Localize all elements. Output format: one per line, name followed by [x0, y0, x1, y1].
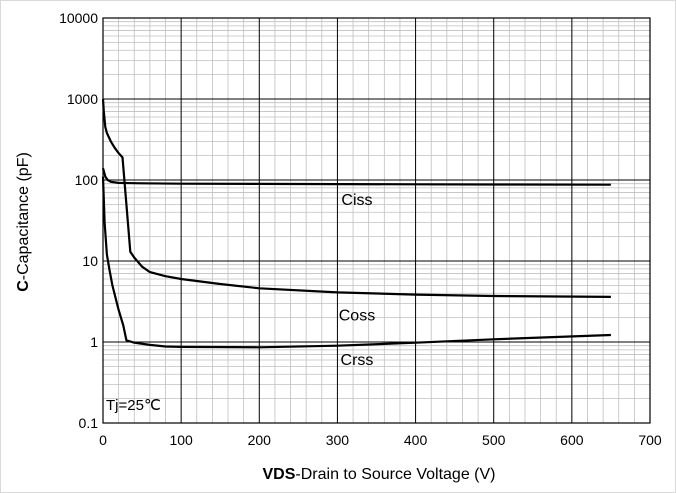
- y-tick-label: 10: [82, 253, 98, 269]
- x-tick-label: 500: [482, 432, 506, 448]
- x-tick-label: 0: [99, 432, 107, 448]
- x-tick-label: 400: [404, 432, 428, 448]
- series-label-coss: Coss: [339, 307, 375, 324]
- x-tick-label: 600: [560, 432, 584, 448]
- x-tick-label: 200: [248, 432, 272, 448]
- y-axis-label: C-Capacitance (pF): [15, 152, 32, 292]
- series-group: [101, 98, 611, 349]
- x-axis-label-rest: -Drain to Source Voltage (V): [295, 466, 495, 483]
- y-tick-label: 0.1: [79, 415, 99, 431]
- series-label-crss: Crss: [341, 352, 374, 369]
- series-line-crss: [101, 176, 611, 349]
- x-tick-label: 100: [169, 432, 193, 448]
- plot-border: [102, 17, 651, 424]
- y-axis-label-rest: -Capacitance (pF): [15, 152, 32, 280]
- x-axis-label-bold: VDS: [263, 466, 296, 483]
- plot-area: [102, 17, 651, 424]
- x-tick-label: 300: [326, 432, 350, 448]
- grid: [102, 17, 651, 424]
- x-tick-label: 700: [638, 432, 662, 448]
- y-axis-label-bold: C: [15, 280, 32, 292]
- x-axis-label: VDS-Drain to Source Voltage (V): [263, 466, 496, 483]
- y-tick-label: 1: [90, 334, 98, 350]
- series-line-ciss: [101, 167, 611, 186]
- series-line-coss: [101, 98, 611, 298]
- y-tick-label: 100: [75, 172, 99, 188]
- series-label-ciss: Ciss: [341, 192, 372, 209]
- y-tick-label: 10000: [59, 10, 98, 26]
- series-labels: Ciss Coss Crss: [339, 192, 375, 369]
- y-tick-label: 1000: [67, 91, 98, 107]
- temperature-annotation: Tj=25℃: [106, 397, 161, 414]
- tick-labels: 0 100 200 300 400 500 600 700 0.1 1 10 100 1000 10000: [59, 10, 662, 448]
